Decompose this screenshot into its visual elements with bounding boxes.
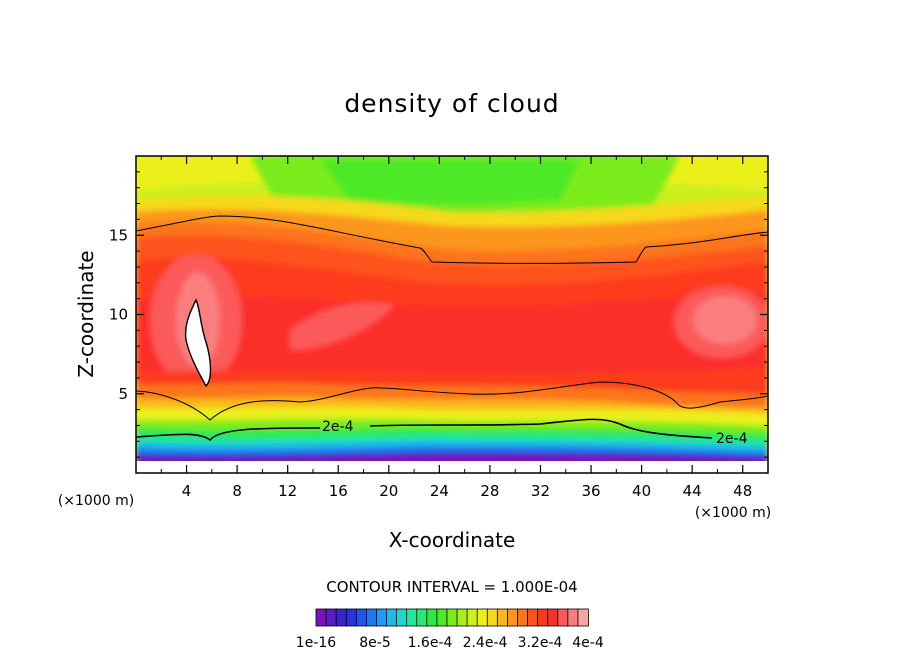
colorbar-swatch: [476, 608, 489, 627]
x-tick-label: 24: [430, 482, 449, 500]
y-axis-title: Z-coordinate: [74, 250, 98, 377]
colorbar-label: 1.6e-4: [408, 635, 453, 651]
colorbar-swatch: [496, 608, 509, 627]
colorbar-swatch: [486, 608, 499, 627]
colorbar-swatch: [355, 608, 368, 627]
x-tick-label: 36: [581, 482, 600, 500]
x-tick-label: 48: [733, 482, 752, 500]
colorbar-swatch: [577, 608, 589, 627]
y-unit-label: (×1000 m): [695, 505, 771, 521]
contour-line-mid: [136, 381, 768, 421]
colorbar-swatch: [376, 608, 388, 627]
colorbar-swatch: [567, 608, 579, 627]
colorbar-swatch: [537, 608, 549, 627]
colorbar-swatch: [315, 608, 327, 627]
x-tick-label: 8: [232, 482, 242, 500]
colorbar-swatch: [335, 608, 348, 627]
colorbar-swatch: [557, 608, 569, 627]
colorbar-swatch: [436, 608, 448, 627]
colorbar-swatch: [325, 608, 337, 627]
colorbar-swatch: [416, 608, 428, 627]
colorbar-swatch: [446, 608, 458, 627]
x-axis-title: X-coordinate: [389, 528, 516, 552]
x-tick-label: 16: [329, 482, 348, 500]
x-tick-label: 44: [683, 482, 702, 500]
x-tick-label: 32: [531, 482, 550, 500]
colorbar-swatch: [426, 608, 438, 627]
contour-interval-label: CONTOUR INTERVAL = 1.000E-04: [326, 578, 577, 596]
colorbar-swatch: [386, 608, 398, 627]
y-tick-label: 15: [109, 226, 128, 244]
colorbar-swatch: [396, 608, 408, 627]
contour-label-right: 2e-4: [716, 431, 748, 447]
colorbar-label: 1e-16: [296, 635, 336, 651]
colorbar: 1e-16 8e-5 1.6e-4 2.4e-4 3.2e-4 4e-4: [296, 608, 604, 651]
chart-title: density of cloud: [344, 89, 559, 118]
white-core: [184, 298, 212, 388]
x-tick-label: 20: [379, 482, 398, 500]
colorbar-swatch: [365, 608, 378, 627]
contour-field: [136, 156, 768, 473]
x-tick-label: 28: [480, 482, 499, 500]
plot-bottom-clear: [136, 461, 768, 473]
x-tick-label: 40: [632, 482, 651, 500]
band-green: [320, 160, 580, 205]
colorbar-swatch: [466, 608, 478, 627]
contour-line-upper: [136, 215, 768, 264]
colorbar-swatch: [517, 608, 529, 627]
y-tick-label: 5: [118, 385, 128, 403]
colorbar-label: 4e-4: [572, 635, 604, 651]
x-axis: 4 8 12 16 20 24 28 32 36 40 44 48: [160, 156, 752, 500]
y-tick-label: 10: [109, 306, 128, 324]
colorbar-swatch: [527, 608, 539, 627]
colorbar-label: 2.4e-4: [463, 635, 508, 651]
colorbar-swatch: [456, 608, 468, 627]
colorbar-label: 3.2e-4: [518, 635, 563, 651]
colorbar-label: 8e-5: [359, 635, 390, 651]
x-tick-label: 4: [182, 482, 192, 500]
y-axis: 5 10 15: [109, 171, 768, 458]
band-pink-center: [290, 302, 395, 350]
colorbar-swatch: [345, 608, 358, 627]
band-lightpink-right: [693, 296, 757, 344]
x-tick-label: 12: [278, 482, 297, 500]
colorbar-swatch: [507, 608, 519, 627]
colorbar-swatch: [406, 608, 418, 627]
colorbar-swatch: [547, 608, 559, 627]
x-unit-label: (×1000 m): [58, 493, 134, 509]
contour-line-2e-4: [136, 418, 713, 442]
contour-label-left: 2e-4: [322, 419, 354, 435]
